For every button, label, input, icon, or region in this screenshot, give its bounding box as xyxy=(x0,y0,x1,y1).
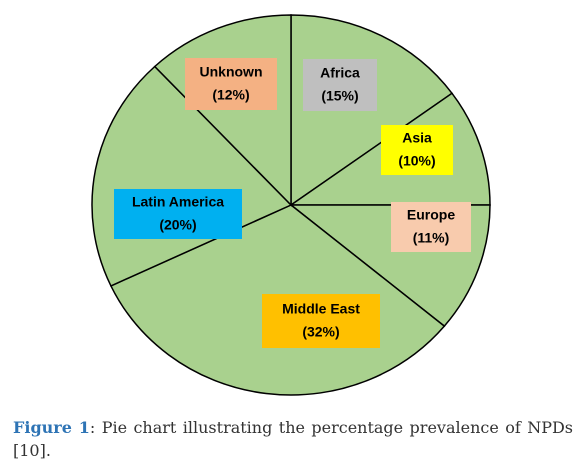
category-label: Asia xyxy=(402,130,432,146)
value-label: (12%) xyxy=(212,87,249,103)
value-label: (10%) xyxy=(398,153,435,169)
category-label: Europe xyxy=(407,207,455,223)
value-label: (32%) xyxy=(302,324,339,340)
category-label: Unknown xyxy=(200,64,263,80)
category-label: Middle East xyxy=(282,301,360,317)
caption: Figure 1: Pie chart illustrating the per… xyxy=(13,416,573,462)
label-box xyxy=(114,189,242,239)
value-label: (15%) xyxy=(321,88,358,104)
chart: Africa (15%) Asia (10%) Europe (11%) Middle Ea… xyxy=(91,14,491,396)
value-label: (20%) xyxy=(159,217,196,233)
caption-label: Figure 1 xyxy=(13,418,90,437)
label-box xyxy=(185,58,277,110)
category-label: Latin America xyxy=(132,194,224,210)
category-label: Africa xyxy=(320,65,360,81)
label-box xyxy=(381,125,453,175)
value-label: (11%) xyxy=(413,230,450,246)
caption-text: : Pie chart illustrating the percentage … xyxy=(13,418,574,460)
label-box xyxy=(303,59,377,111)
label-box xyxy=(262,294,380,348)
label-box xyxy=(391,202,471,252)
